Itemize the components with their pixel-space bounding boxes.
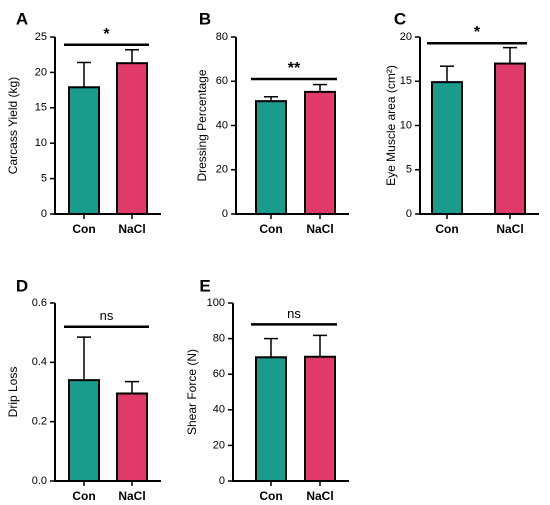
significance-label: * (474, 24, 481, 41)
y-tick-label: 100 (207, 297, 225, 309)
y-tick-label: 20 (213, 439, 225, 451)
y-tick-label: 80 (213, 333, 225, 345)
bar-con (255, 356, 287, 483)
panel-e: E Shear Force (N) 0 20 40 60 80 100 Con NaCl ns (185, 276, 349, 503)
bar-nacl (116, 392, 148, 483)
x-tick-label: Con (72, 222, 95, 236)
y-tick-label: 0.0 (32, 475, 47, 487)
y-tick-label: 0 (406, 208, 412, 220)
y-axis-label: Eye Muscle area (cm²) (384, 65, 398, 186)
y-tick-label: 80 (216, 31, 228, 43)
panel-letter: B (199, 9, 211, 28)
panel-letter: A (16, 9, 28, 28)
bar-nacl (304, 355, 336, 483)
y-axis-label: Shear Force (N) (185, 349, 199, 435)
panel-d: D Drip Loss 0.0 0.2 0.4 0.6 Con NaCl ns (6, 276, 161, 503)
bar-nacl (494, 62, 526, 215)
x-tick-label: NaCl (306, 222, 333, 236)
x-tick-label: Con (259, 222, 282, 236)
panel-letter: E (199, 276, 210, 295)
bar-nacl (116, 62, 148, 215)
y-axis-label: Drip Loss (6, 367, 20, 418)
y-tick-label: 60 (213, 368, 225, 380)
y-tick-label: 0 (41, 208, 47, 220)
bar-nacl (304, 90, 336, 215)
y-tick-label: 0.2 (32, 416, 47, 428)
bar-con (68, 379, 100, 482)
significance-label: ns (100, 308, 114, 323)
y-tick-label: 15 (400, 75, 412, 87)
x-tick-label: NaCl (118, 489, 145, 503)
y-axis-label: Carcass Yield (kg) (6, 77, 20, 174)
bar-con (68, 86, 100, 215)
panel-c: C Eye Muscle area (cm²) 0 5 10 15 20 Con NaCl * (384, 9, 539, 236)
y-tick-label: 20 (35, 66, 47, 78)
x-tick-label: NaCl (118, 222, 145, 236)
bar-con (255, 100, 287, 215)
y-tick-label: 20 (216, 164, 228, 176)
y-axis-label: Dressing Percentage (195, 69, 209, 181)
x-tick-label: NaCl (306, 489, 333, 503)
significance-label: ** (288, 60, 301, 77)
y-tick-label: 5 (406, 164, 412, 176)
panel-letter: D (16, 276, 28, 295)
y-tick-label: 60 (216, 75, 228, 87)
y-tick-label: 5 (41, 173, 47, 185)
significance-label: * (103, 26, 110, 43)
panel-b: B Dressing Percentage 0 20 40 60 80 Con NaCl ** (195, 9, 349, 236)
x-tick-label: Con (259, 489, 282, 503)
y-tick-label: 20 (400, 31, 412, 43)
y-tick-label: 0.6 (32, 297, 47, 309)
x-tick-label: Con (72, 489, 95, 503)
y-tick-label: 0 (219, 475, 225, 487)
panel-a: A Carcass Yield (kg) 0 5 10 15 20 25 Con NaCl * (6, 9, 161, 236)
panel-letter: C (394, 9, 406, 28)
significance-label: ns (287, 306, 301, 321)
x-tick-label: NaCl (496, 222, 523, 236)
y-tick-label: 10 (35, 137, 47, 149)
y-tick-label: 25 (35, 31, 47, 43)
bar-con (431, 81, 463, 216)
y-tick-label: 40 (213, 404, 225, 416)
x-tick-label: Con (435, 222, 458, 236)
y-tick-label: 0 (222, 208, 228, 220)
y-tick-label: 15 (35, 102, 47, 114)
y-tick-label: 10 (400, 119, 412, 131)
y-tick-label: 0.4 (32, 356, 47, 368)
y-tick-label: 40 (216, 119, 228, 131)
